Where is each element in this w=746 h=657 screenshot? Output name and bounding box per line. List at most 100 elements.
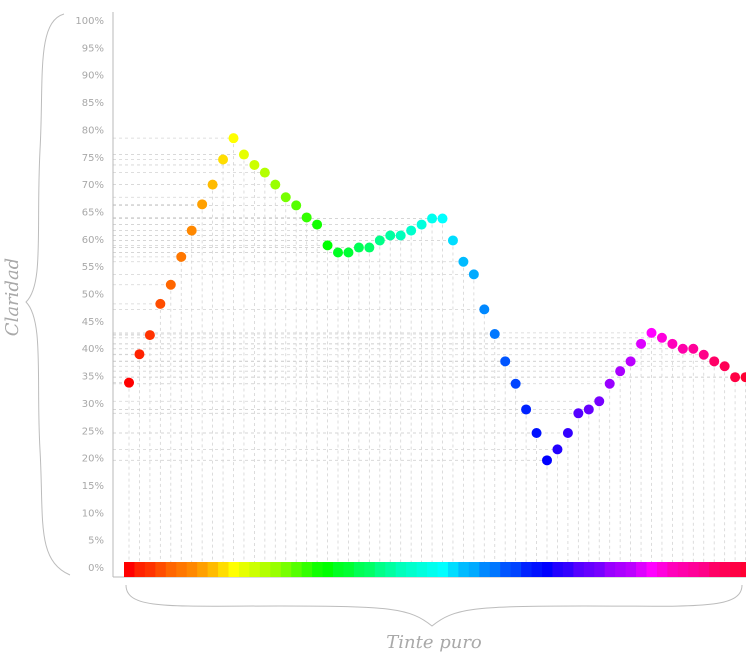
drop-lines <box>113 137 746 562</box>
data-point <box>155 298 166 309</box>
hue-swatch <box>447 562 459 577</box>
data-point <box>197 199 208 210</box>
y-tick-label: 65% <box>82 207 104 218</box>
data-point <box>604 378 615 389</box>
data-point <box>312 219 323 230</box>
axis-braces <box>25 13 743 627</box>
data-points <box>124 133 746 466</box>
hue-swatch <box>416 562 428 577</box>
data-point <box>238 149 249 160</box>
x-axis-brace <box>125 584 743 627</box>
hue-swatch <box>625 562 637 577</box>
hue-swatch <box>165 562 177 577</box>
hue-swatch <box>479 562 491 577</box>
data-point <box>374 235 385 246</box>
y-tick-label: 15% <box>82 481 104 492</box>
y-tick-label: 100% <box>75 16 104 27</box>
hue-swatch <box>385 562 397 577</box>
hue-swatch <box>730 562 742 577</box>
data-point <box>583 404 594 415</box>
data-point <box>427 213 438 224</box>
data-point <box>479 304 490 315</box>
data-point <box>698 349 709 360</box>
hue-swatch <box>740 562 746 577</box>
hue-swatch <box>615 562 627 577</box>
data-point <box>333 247 343 258</box>
hue-swatch <box>312 562 324 577</box>
hue-swatch <box>249 562 261 577</box>
data-point <box>468 269 479 280</box>
data-point <box>719 361 730 372</box>
data-point <box>573 408 584 419</box>
data-point <box>186 225 197 236</box>
hue-swatch <box>604 562 616 577</box>
data-point <box>207 179 218 190</box>
data-point <box>594 396 605 407</box>
data-point <box>259 167 270 178</box>
data-point <box>124 377 134 388</box>
hue-swatch <box>144 562 156 577</box>
data-point <box>218 154 229 165</box>
x-axis-title: Tinte puro <box>386 632 482 653</box>
data-point <box>437 213 448 224</box>
hue-swatch <box>719 562 731 577</box>
y-tick-label: 80% <box>82 125 104 136</box>
hue-swatch <box>468 562 480 577</box>
hue-swatch <box>186 562 198 577</box>
y-tick-label: 60% <box>82 235 104 246</box>
data-point <box>562 427 573 438</box>
hue-swatch <box>218 562 230 577</box>
hue-swatch <box>301 562 313 577</box>
data-point <box>500 356 511 367</box>
data-point <box>625 356 636 367</box>
data-point <box>416 219 427 230</box>
y-tick-label: 85% <box>82 98 104 109</box>
hue-swatch <box>500 562 512 577</box>
data-point <box>521 404 532 415</box>
data-point <box>291 200 302 211</box>
hue-swatch <box>124 562 136 577</box>
hue-swatch <box>322 562 334 577</box>
y-tick-label: 35% <box>82 372 104 383</box>
data-point <box>636 338 647 349</box>
data-point <box>510 378 521 389</box>
hue-swatch <box>364 562 376 577</box>
data-point <box>646 327 657 338</box>
data-point <box>740 372 746 383</box>
data-point <box>228 133 239 144</box>
data-point <box>343 247 354 258</box>
y-tick-label: 45% <box>82 317 104 328</box>
y-tick-label: 20% <box>82 454 104 465</box>
hue-swatch <box>562 562 574 577</box>
y-tick-label: 95% <box>82 43 104 54</box>
data-point <box>301 212 312 223</box>
data-point <box>144 330 155 341</box>
hue-swatch <box>698 562 710 577</box>
data-point <box>615 366 626 377</box>
data-point <box>395 230 406 241</box>
hue-swatch <box>636 562 648 577</box>
data-point <box>353 242 364 253</box>
data-point <box>165 279 176 290</box>
data-point <box>677 343 688 354</box>
data-point <box>458 256 469 267</box>
y-tick-label: 25% <box>82 426 104 437</box>
hue-swatch <box>259 562 271 577</box>
data-point <box>176 251 187 262</box>
data-point <box>270 179 281 190</box>
hue-swatch <box>155 562 167 577</box>
y-tick-label: 90% <box>82 71 104 82</box>
y-tick-label: 75% <box>82 153 104 164</box>
data-point <box>709 356 720 367</box>
y-tick-label: 40% <box>82 344 104 355</box>
hue-strip <box>124 562 746 577</box>
data-point <box>730 372 741 383</box>
y-tick-label: 5% <box>88 536 104 547</box>
hue-swatch <box>552 562 564 577</box>
data-point <box>280 192 291 203</box>
hue-swatch <box>395 562 407 577</box>
y-tick-label: 10% <box>82 508 104 519</box>
hue-swatch <box>583 562 595 577</box>
hue-swatch <box>353 562 365 577</box>
hue-swatch <box>521 562 533 577</box>
